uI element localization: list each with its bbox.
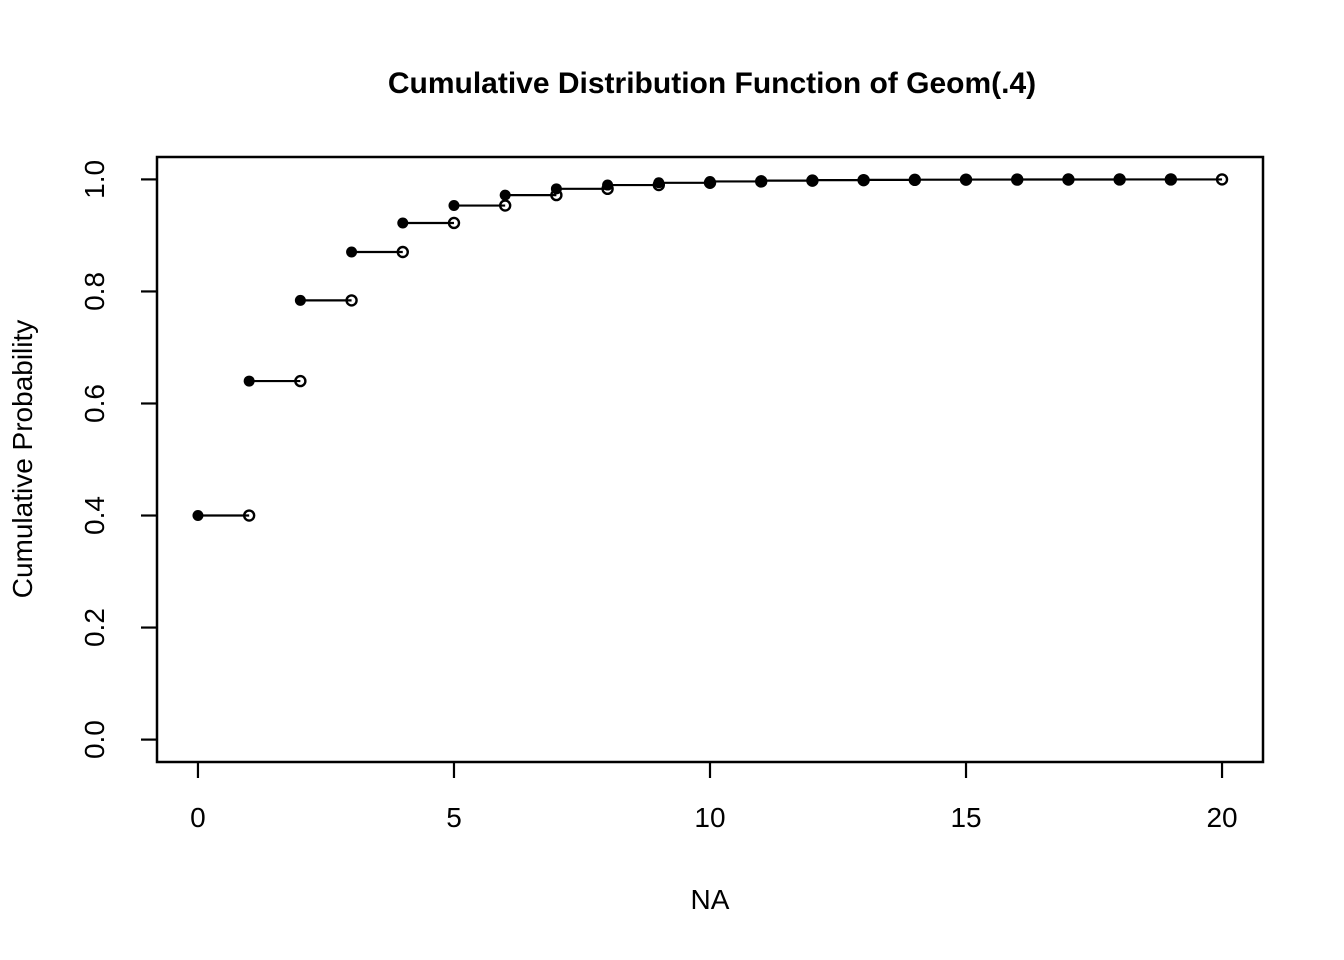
filled-point	[602, 179, 614, 191]
filled-point	[755, 175, 767, 187]
open-point	[1215, 173, 1229, 186]
x-tick-label: 0	[190, 802, 206, 833]
cdf-series	[192, 173, 1229, 522]
filled-point	[192, 510, 204, 522]
y-axis-title: Cumulative Probability	[7, 320, 38, 599]
filled-point	[704, 175, 716, 187]
x-tick-label: 10	[694, 802, 725, 833]
filled-point	[1114, 173, 1126, 185]
y-tick-label: 0.4	[79, 496, 110, 535]
open-point	[396, 245, 409, 259]
filled-point	[346, 246, 358, 258]
y-axis: 0.0 0.2 0.4 0.6 0.8 1.0	[79, 160, 157, 759]
filled-point	[960, 174, 972, 186]
x-tick-label: 15	[950, 802, 981, 833]
x-axis-title: NA	[691, 884, 730, 915]
filled-point	[858, 174, 870, 186]
chart-title: Cumulative Distribution Function of Geom…	[388, 67, 1036, 100]
filled-point	[499, 189, 511, 201]
filled-point	[294, 294, 306, 306]
filled-point	[1011, 174, 1023, 186]
filled-point	[1062, 173, 1074, 185]
filled-point	[550, 183, 562, 195]
y-tick-label: 0.8	[79, 272, 110, 311]
filled-point	[653, 177, 665, 189]
filled-point	[909, 174, 921, 186]
filled-point	[1165, 173, 1177, 185]
open-point	[294, 374, 307, 388]
filled-point	[448, 200, 460, 212]
filled-point	[397, 217, 409, 229]
plot-frame	[155, 155, 1265, 764]
y-tick-label: 0.6	[79, 384, 110, 423]
x-tick-label: 5	[446, 802, 462, 833]
open-point	[345, 294, 358, 307]
y-tick-label: 1.0	[79, 160, 110, 199]
x-tick-label: 20	[1206, 802, 1237, 833]
y-tick-label: 0.2	[79, 608, 110, 647]
open-point	[242, 509, 256, 522]
y-tick-label: 0.0	[79, 720, 110, 759]
plot-border	[155, 155, 1265, 764]
filled-point	[243, 375, 255, 387]
open-point	[447, 216, 461, 230]
x-axis: 0 5 10 15 20	[190, 762, 1238, 833]
filled-point	[806, 174, 818, 186]
